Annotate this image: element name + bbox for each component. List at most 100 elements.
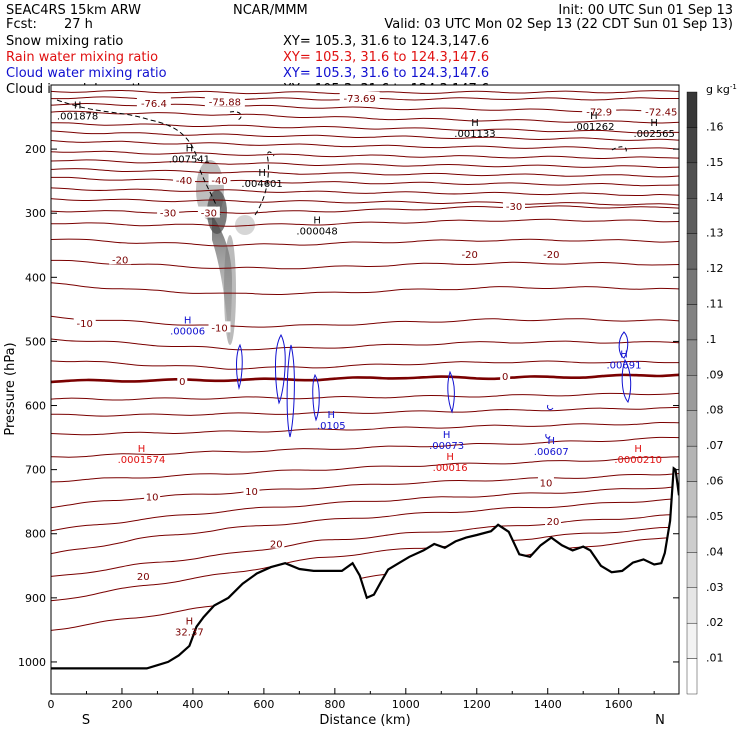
contour-label-bg	[109, 253, 132, 265]
maximum-value: .00607	[534, 447, 569, 458]
contour-label-bg	[537, 476, 554, 488]
y-tick-label: 800	[25, 528, 46, 541]
isotherm-line	[51, 159, 679, 169]
maximum-marker: H	[443, 430, 451, 441]
x-tick-label: 200	[111, 698, 132, 711]
contour-label-bg	[173, 173, 196, 185]
maximum-value: .00016	[433, 463, 468, 474]
contour-label-bg	[157, 206, 180, 218]
maximum-marker: H	[186, 144, 194, 155]
isotherm-line	[51, 338, 679, 351]
maximum-value: .0000210	[614, 455, 662, 466]
isotherm-line	[51, 406, 679, 417]
temperature-contour-label: -10	[211, 323, 227, 334]
isotherm-line	[51, 168, 679, 178]
model-name: SEAC4RS 15km ARW	[6, 3, 141, 18]
isotherm-line	[51, 360, 679, 370]
isotherm-line	[51, 205, 679, 214]
temperature-contour-label: 20	[270, 539, 283, 550]
contour-label-bg	[144, 490, 161, 502]
terrain-line	[51, 466, 679, 670]
temperature-contour-label: -30	[160, 209, 176, 220]
isotherm-line	[51, 282, 679, 296]
colorbar-label: .01	[706, 652, 724, 665]
colorbar-swatch	[686, 375, 698, 411]
end-label-north: N	[655, 713, 665, 728]
contour-label-bg	[458, 248, 481, 260]
colorbar-label: .04	[706, 545, 724, 558]
maximum-value: .002565	[633, 129, 674, 140]
y-axis-label: Pressure (hPa)	[3, 342, 18, 435]
colorbar-swatch	[686, 658, 698, 695]
y-tick-label: 500	[25, 335, 46, 348]
colorbar-swatch	[686, 91, 698, 128]
colorbar-label: .07	[706, 439, 724, 452]
x-axis-label: Distance (km)	[319, 713, 410, 728]
field-name-cloud: Cloud water mixing ratio	[6, 66, 167, 81]
temperature-contour-label: 10	[245, 487, 258, 498]
contour-label-bg	[582, 105, 617, 117]
colorbar-swatch	[686, 304, 698, 341]
y-tick-label: 400	[25, 271, 46, 284]
maximum-value: .001878	[57, 112, 98, 123]
maximum-value: .00691	[607, 360, 642, 371]
maximum-value: .007541	[169, 155, 210, 166]
temperature-contour-label: -30	[506, 202, 522, 213]
y-tick-label: 200	[25, 143, 46, 156]
isotherm-line	[51, 238, 679, 247]
temperature-contour-label: 10	[146, 493, 159, 504]
colorbar-swatch	[686, 339, 698, 376]
isotherm-line	[51, 187, 679, 197]
colorbar-label: .05	[706, 510, 724, 523]
temperature-contour-label: 0	[502, 372, 508, 383]
maximum-value: .004601	[241, 179, 282, 190]
maximum-marker: H	[590, 111, 598, 122]
colorbar-label: .12	[706, 262, 724, 275]
contour-label-bg	[204, 95, 245, 107]
maximum-marker: H	[258, 168, 266, 179]
maximum-value: .0105	[317, 421, 346, 432]
maximum-marker: H	[186, 617, 194, 628]
colorbar-swatch	[686, 268, 698, 305]
field-xy-cloud: XY= 105.3, 31.6 to 124.3,147.6	[283, 66, 489, 81]
temperature-contour-label: 20	[547, 517, 560, 528]
colorbar-swatch	[686, 587, 698, 624]
temperature-contour-label: -30	[201, 209, 217, 220]
colorbar-swatch	[686, 162, 698, 199]
freezing-level-isotherm	[51, 373, 679, 384]
terrain-profile	[51, 466, 679, 694]
maximum-marker: H	[313, 215, 321, 226]
temperature-contour-label: -72.45	[645, 107, 677, 118]
colorbar-label: .08	[706, 404, 724, 417]
field-xy-snow: XY= 105.3, 31.6 to 124.3,147.6	[283, 34, 489, 49]
temperature-contour-label: 10	[540, 478, 553, 489]
temperature-contour-label: -20	[543, 250, 559, 261]
init-time: Init: 00 UTC Sun 01 Sep 13	[558, 3, 733, 18]
center-name: NCAR/MMM	[233, 3, 308, 18]
maximum-value: .001133	[454, 129, 495, 140]
colorbar: .01 .02 .03 .04 .05 .06 .07 .08 .09 .1 .11 .12 .13 .1…	[686, 91, 724, 695]
colorbar-swatch	[686, 622, 698, 659]
colorbar-swatch	[686, 516, 698, 553]
colorbar-swatch	[686, 233, 698, 270]
maximum-marker: H	[184, 315, 192, 326]
field-name-snow: Snow mixing ratio	[6, 34, 123, 49]
colorbar-label: .03	[706, 581, 724, 594]
temperature-contour-label: 20	[137, 572, 150, 583]
temperature-contour-label: -72.9	[586, 107, 612, 118]
contour-label-bg	[540, 248, 563, 260]
x-tick-label: 1600	[605, 698, 633, 711]
x-tick-label: 600	[253, 698, 274, 711]
x-tick-label: 800	[324, 698, 345, 711]
isotherm-line	[51, 140, 679, 150]
y-tick-label: 900	[25, 592, 46, 605]
colorbar-swatch	[686, 481, 698, 518]
cloud-ice-contours	[56, 99, 627, 216]
contour-label-bg	[177, 375, 188, 387]
isotherm-line	[51, 218, 679, 227]
isotherm-line	[51, 176, 679, 187]
x-tick-label: 1400	[534, 698, 562, 711]
y-tick-label: 300	[25, 207, 46, 220]
field-xy-rain: XY= 105.3, 31.6 to 124.3,147.6	[283, 50, 489, 65]
